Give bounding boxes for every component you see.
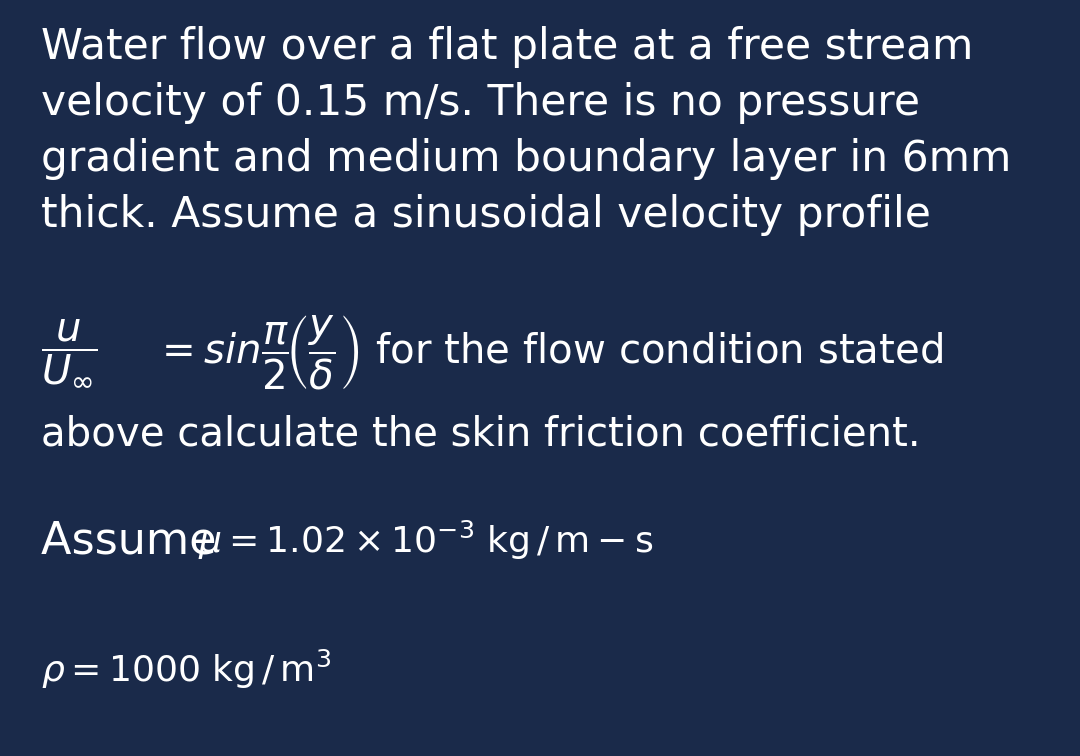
Text: $\rho = 1000\ \mathrm{kg\,/\,m^3}$: $\rho = 1000\ \mathrm{kg\,/\,m^3}$ [41,647,332,691]
Text: $\dfrac{u}{U_\infty}$: $\dfrac{u}{U_\infty}$ [41,317,97,386]
Text: above calculate the skin friction coefficient.: above calculate the skin friction coeffi… [41,415,920,454]
Text: Water flow over a flat plate at a free stream
velocity of 0.15 m/s. There is no : Water flow over a flat plate at a free s… [41,26,1011,236]
Text: $= \mathit{sin}\dfrac{\pi}{2}\!\left(\dfrac{y}{\delta}\right)$ for the flow cond: $= \mathit{sin}\dfrac{\pi}{2}\!\left(\df… [154,312,943,391]
Text: $\mu = 1.02 \times 10^{-3}\ \mathrm{kg\,/\,m-s}$: $\mu = 1.02 \times 10^{-3}\ \mathrm{kg\,… [198,519,653,562]
Text: Assume: Assume [41,519,231,562]
